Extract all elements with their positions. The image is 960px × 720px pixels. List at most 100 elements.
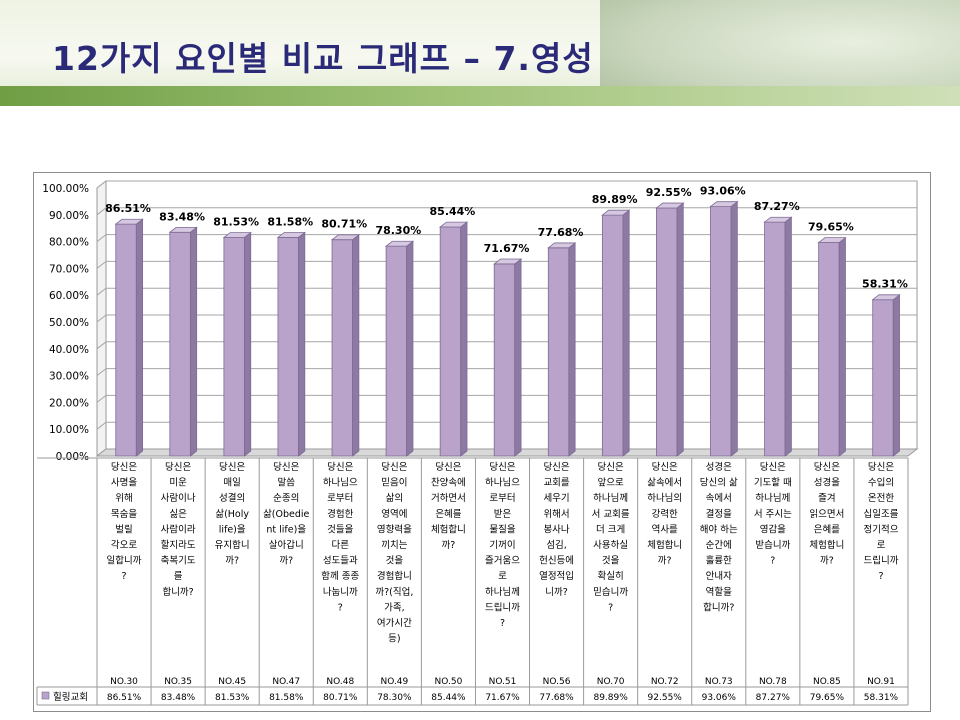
bar-side	[135, 218, 144, 457]
x-tick-label-line: 합니까?	[162, 587, 193, 598]
x-tick-label-line: 영역에	[381, 509, 407, 520]
x-tick-label-line: 당신은	[489, 462, 515, 473]
bar-top	[330, 234, 361, 241]
table-value: 87.27%	[756, 693, 791, 703]
x-tick-label: 당신은 기도할 때 하나님께 서 주시는 영감을 받습니까?	[754, 462, 792, 567]
x-tick-label-line: 위해서	[543, 508, 569, 520]
x-tick-label: 당신은 하나님으 로부터 받은 물질을 기꺼이 즐거움으 로 하나님께 드립니까?	[485, 462, 520, 629]
x-tick-label: 당신은 말씀 순종의 삶(Obedie nt life)을 살아갑니 까?	[263, 462, 309, 567]
x-tick-label-line: 앞으로	[598, 477, 624, 489]
x-tick-label-line: 은혜를	[814, 523, 840, 535]
bar	[547, 247, 570, 457]
legend-key	[41, 691, 50, 700]
bar-side	[460, 221, 468, 457]
x-tick-label-line: 로	[498, 571, 507, 582]
bar-side	[838, 236, 846, 457]
x-tick-label-line: 당신은	[543, 462, 569, 473]
x-tick-label-line: 다른	[332, 540, 350, 551]
bar	[656, 207, 678, 457]
x-tick-label-line: 경험한	[327, 508, 353, 520]
question-number: NO.78	[759, 677, 787, 687]
x-tick-label-line: 당신은	[814, 462, 840, 473]
bar	[439, 226, 462, 457]
x-tick-label-line: 할지라도	[161, 540, 196, 551]
question-number: NO.35	[164, 677, 192, 687]
x-tick-label-line: 영향력을	[377, 523, 412, 535]
x-tick-label-line: 매일	[223, 478, 240, 489]
x-tick-label-line: 하나님으	[485, 477, 520, 489]
x-tick-label-line: 체험합니	[647, 540, 682, 551]
data-label: 86.51%	[105, 202, 151, 215]
bar-top	[114, 218, 144, 225]
table-value: 89.89%	[593, 693, 628, 703]
table-value: 93.06%	[702, 693, 737, 703]
x-tick-label-line: 읽으면서	[809, 508, 844, 520]
bar	[818, 242, 840, 457]
x-tick-label-line: 것을	[602, 556, 620, 567]
question-number: NO.73	[705, 677, 733, 687]
x-tick-label-line: 훌륭한	[706, 555, 732, 567]
x-tick-label-line: 성도들과	[323, 556, 358, 567]
bar-top	[168, 226, 198, 233]
x-tick-label-line: 사명을	[111, 478, 137, 489]
x-tick-label-line: 체험합니	[431, 524, 466, 535]
bar-top	[709, 201, 739, 207]
x-tick-label: 당신은 삶속에서 하나님의 강력한 역사를 체험합니 까?	[647, 462, 682, 567]
bar-side	[298, 231, 306, 457]
x-tick-label: 당신은 찬양속에 거하면서 은혜를 체험합니 까?	[431, 462, 466, 551]
x-tick-label-line: 당신은	[273, 462, 299, 473]
x-tick-label-line: 정기적으	[863, 523, 898, 535]
x-tick-label-line: 로부터	[327, 493, 353, 504]
y-tick-label: 60.00%	[49, 290, 89, 302]
x-tick-label-line: 를	[174, 571, 183, 582]
data-label: 92.55%	[646, 186, 692, 199]
bar	[331, 239, 353, 457]
table-value: 80.71%	[323, 693, 358, 703]
x-tick-label-line: 즐겨	[818, 493, 835, 504]
x-tick-label-line: 찬양속에	[431, 478, 466, 489]
x-tick-label-line: 싫은	[169, 509, 187, 520]
x-tick-label-line: 까?	[279, 556, 293, 567]
x-tick-label-line: 살아갑니	[269, 539, 304, 551]
bar-top	[655, 202, 685, 209]
bar-top	[871, 294, 901, 301]
y-tick-label: 80.00%	[49, 237, 89, 249]
x-tick-label-line: 섬김,	[546, 539, 567, 551]
table-value: 58.31%	[864, 693, 899, 703]
x-tick-label-line: 당신은	[868, 462, 894, 473]
gridline	[96, 314, 917, 323]
gridline	[96, 260, 917, 269]
x-tick-label-line: 십일조를	[863, 509, 898, 520]
x-tick-label-line: 즐거움으	[485, 556, 520, 567]
bar-top	[222, 232, 252, 238]
table-value: 83.48%	[161, 693, 196, 703]
x-tick-label-line: 더 크게	[596, 524, 625, 535]
x-tick-label-line: 물질을	[489, 523, 515, 535]
x-tick-label-line: 기도할 때	[754, 478, 792, 489]
y-tick-label: 10.00%	[49, 424, 89, 436]
x-tick-label-line: 여가시간	[377, 617, 412, 629]
x-tick-label-line: 사용하실	[593, 539, 628, 551]
x-tick-label-line: 함께 종종	[321, 571, 359, 582]
x-tick-label-line: 안내자	[706, 571, 732, 582]
x-tick-label: 성경은 당신의 삶 속에서 결정을 해야 하는 순간에 훌륭한 안내자 역할을 합니까?	[700, 461, 738, 613]
x-tick-label-line: 까?(직업,	[375, 586, 413, 598]
data-label: 71.67%	[484, 242, 530, 255]
gridline	[96, 234, 917, 242]
x-tick-label-line: 온전한	[868, 493, 894, 504]
y-tick-label: 90.00%	[49, 210, 89, 222]
x-tick-label-line: 당신은	[111, 462, 137, 473]
bar	[385, 245, 408, 457]
x-tick-label-line: 당신은	[219, 462, 245, 473]
slide-title: 12가지 요인별 비교 그래프 – 7.영성	[52, 39, 594, 78]
x-tick-label-line: 역할을	[706, 587, 732, 598]
y-tick-label: 20.00%	[49, 397, 89, 409]
data-label: 93.06%	[700, 185, 746, 198]
bar-top	[438, 221, 469, 228]
data-label: 89.89%	[592, 193, 638, 206]
bar-side	[352, 233, 360, 457]
x-tick-label-line: 로	[877, 540, 886, 551]
y-tick-label: 100.00%	[42, 183, 89, 195]
x-tick-label-line: 삶(Obedie	[263, 509, 309, 520]
